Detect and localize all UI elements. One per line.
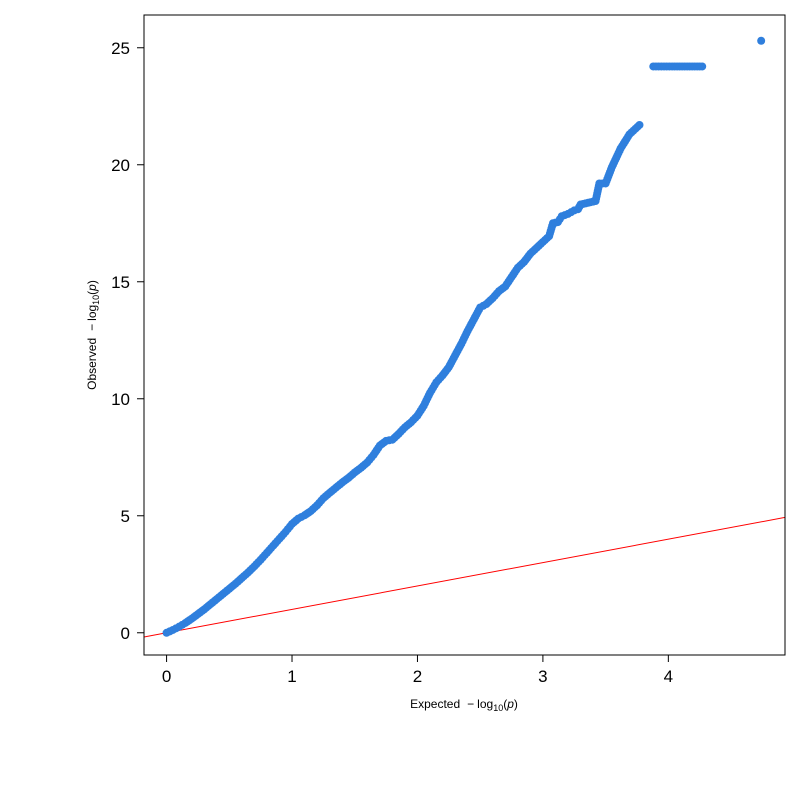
y-tick-label: 25 bbox=[111, 39, 130, 58]
data-point bbox=[698, 62, 707, 71]
x-axis-title-base: 10 bbox=[493, 703, 503, 713]
plot-frame bbox=[143, 14, 786, 656]
x-axis-title-prefix: Expected bbox=[410, 697, 460, 711]
x-axis-title-var: p bbox=[506, 697, 514, 711]
y-axis-title-prefix: Observed bbox=[85, 338, 99, 390]
y-axis-title-log: log bbox=[85, 305, 99, 321]
y-tick-label: 10 bbox=[111, 390, 130, 409]
data-point bbox=[757, 36, 766, 45]
y-tick-label: 0 bbox=[121, 624, 130, 643]
y-tick-label: 15 bbox=[111, 273, 130, 292]
y-axis-title-minus: − bbox=[85, 324, 99, 331]
data-points bbox=[162, 36, 766, 637]
x-tick-label: 4 bbox=[664, 667, 673, 686]
reference-line bbox=[144, 516, 785, 638]
x-tick-label: 0 bbox=[162, 667, 171, 686]
y-axis-title: Observed − log10(p) bbox=[85, 280, 101, 390]
y-tick-label: 5 bbox=[121, 507, 130, 526]
x-tick-label: 1 bbox=[287, 667, 296, 686]
x-axis-title-close: ) bbox=[514, 697, 518, 711]
x-axis-title-minus: − bbox=[467, 697, 474, 711]
x-axis-title: Expected − log10(p) bbox=[410, 697, 518, 713]
x-axis-title-log: log bbox=[477, 697, 493, 711]
y-tick-label: 20 bbox=[111, 156, 130, 175]
y-axis-title-base: 10 bbox=[91, 295, 101, 305]
y-axis-title-open: ( bbox=[85, 291, 99, 295]
x-axis-title-open: ( bbox=[503, 697, 507, 711]
y-axis-title-var: p bbox=[85, 284, 99, 292]
data-point bbox=[635, 120, 644, 129]
x-tick-label: 2 bbox=[413, 667, 422, 686]
y-axis-title-close: ) bbox=[85, 280, 99, 284]
x-tick-label: 3 bbox=[538, 667, 547, 686]
